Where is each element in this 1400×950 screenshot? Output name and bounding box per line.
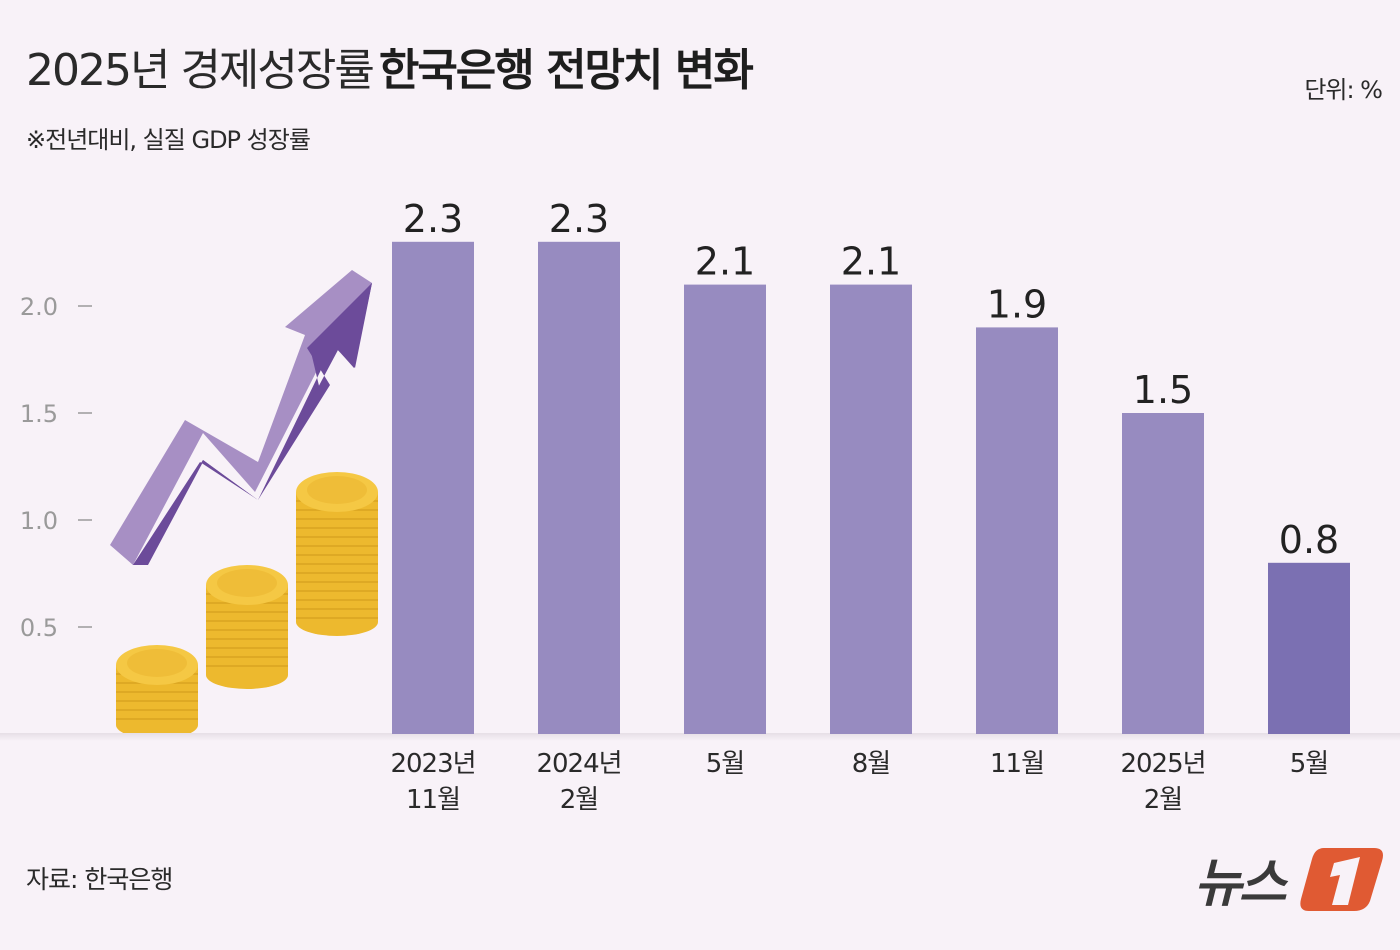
- coin-face: [127, 649, 187, 677]
- bars: 2.3 2023년 11월 2.3 2024년 2월 2.1 5월 2.1 8월 1.9 11월 1.5…: [390, 197, 1350, 815]
- x-tick-label: 8월: [852, 749, 890, 779]
- x-tick-label: 2023년: [390, 749, 475, 779]
- y-tick-label: 1.5: [20, 400, 58, 428]
- data-label: 2.1: [695, 240, 755, 284]
- bar: [1268, 562, 1350, 734]
- data-label: 2.1: [841, 240, 901, 284]
- rising-arrow-icon: [110, 270, 372, 565]
- y-tick-label: 0.5: [20, 614, 58, 642]
- data-label: 1.9: [987, 282, 1047, 326]
- coin-face: [307, 476, 367, 504]
- data-label: 1.5: [1133, 368, 1193, 412]
- bar: [538, 241, 620, 735]
- x-tick-label: 5월: [1290, 749, 1328, 779]
- bar: [392, 241, 474, 735]
- coin-face: [217, 569, 277, 597]
- chart-title: 2025년 경제성장률 한국은행 전망치 변화: [26, 34, 754, 98]
- y-tick-label: 2.0: [20, 293, 58, 321]
- coin-bottom: [296, 608, 378, 636]
- x-tick-label: 5월: [706, 749, 744, 779]
- bar: [684, 284, 766, 734]
- bar: [830, 284, 912, 734]
- x-tick-label: 11월: [406, 785, 460, 815]
- title-light: 2025년 경제성장률: [26, 45, 375, 96]
- chart-subtitle: ※전년대비, 실질 GDP 성장률: [26, 126, 311, 154]
- source-label: 자료: 한국은행: [26, 865, 173, 894]
- news1-logo: 뉴스: [1194, 843, 1389, 917]
- coin-stacks-icon: [116, 472, 378, 739]
- coin-bottom: [116, 711, 198, 739]
- x-tick-label: 2월: [1144, 785, 1182, 815]
- svg-text:뉴스: 뉴스: [1194, 854, 1289, 913]
- coin-bottom: [206, 661, 288, 689]
- x-tick-label: 11월: [990, 749, 1044, 779]
- data-label: 2.3: [403, 197, 463, 241]
- title-bold: 한국은행 전망치 변화: [378, 45, 754, 96]
- x-tick-label: 2025년: [1120, 749, 1205, 779]
- baseline: [0, 733, 1400, 741]
- y-axis: 0.5 1.0 1.5 2.0: [20, 293, 92, 642]
- x-tick-label: 2024년: [536, 749, 621, 779]
- bar: [1122, 413, 1204, 734]
- y-tick-label: 1.0: [20, 507, 58, 535]
- bar: [976, 327, 1058, 734]
- data-label: 0.8: [1279, 518, 1339, 562]
- unit-label: 단위: %: [1304, 76, 1383, 104]
- data-label: 2.3: [549, 197, 609, 241]
- x-tick-label: 2월: [560, 785, 598, 815]
